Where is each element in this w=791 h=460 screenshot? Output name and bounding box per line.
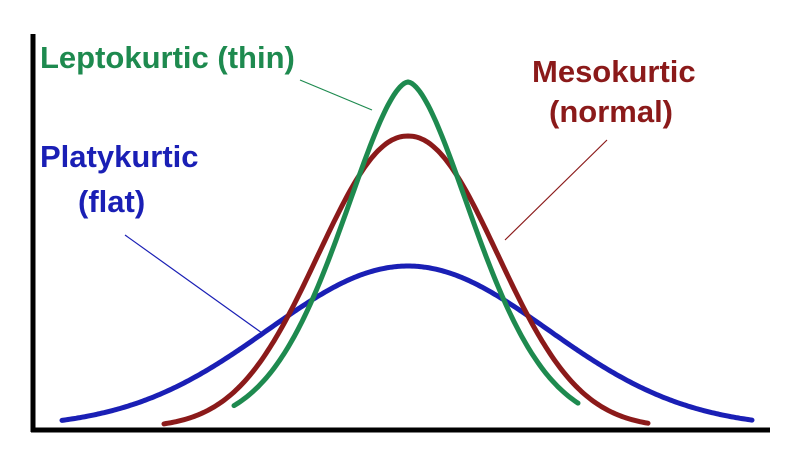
- mesokurtic-label-line1: Mesokurtic: [532, 54, 696, 89]
- platykurtic-label-line2: (flat): [78, 184, 145, 219]
- platykurtic-leader-line: [124, 234, 263, 334]
- platykurtic-label-line1: Platykurtic: [40, 139, 199, 174]
- mesokurtic-label-line2: (normal): [549, 94, 673, 129]
- leptokurtic-label: Leptokurtic (thin): [40, 40, 295, 75]
- leptokurtic-leader-line: [299, 79, 373, 111]
- platykurtic-curve: [59, 263, 755, 423]
- leptokurtic-curve: [231, 79, 581, 409]
- mesokurtic-leader-line: [504, 139, 608, 241]
- mesokurtic-curve: [161, 133, 651, 427]
